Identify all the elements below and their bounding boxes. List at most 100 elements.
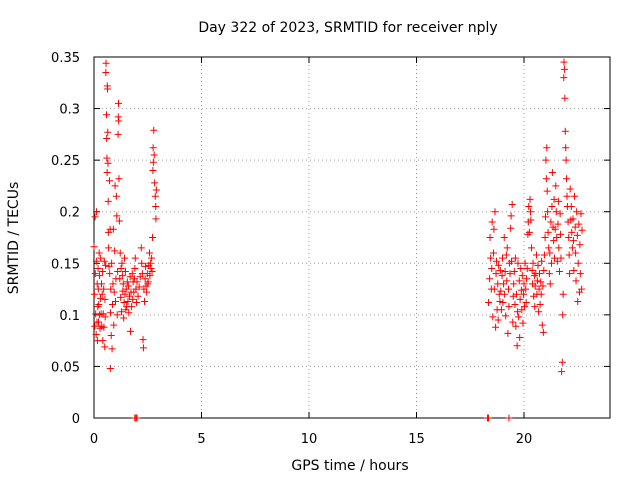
data-point-marker [490, 225, 498, 233]
data-point-marker [112, 297, 119, 305]
data-point-marker [540, 251, 548, 259]
data-point-marker [569, 215, 577, 223]
data-point-marker [491, 208, 499, 216]
data-point-marker [131, 254, 139, 262]
data-point-marker [96, 272, 104, 280]
data-point-marker [110, 321, 118, 329]
data-point-marker [545, 270, 553, 278]
data-point-marker [539, 282, 547, 290]
data-point-marker [535, 270, 543, 278]
data-point-marker [109, 225, 117, 233]
data-point-marker [107, 309, 115, 317]
data-point-marker [527, 216, 535, 224]
data-point-marker [104, 197, 112, 205]
data-point-marker [102, 68, 110, 76]
data-point-marker [90, 243, 98, 251]
data-point-marker [560, 74, 568, 82]
data-point-marker [540, 267, 548, 275]
data-point-marker [567, 203, 575, 211]
data-point-marker [518, 272, 526, 280]
data-point-marker [125, 309, 133, 317]
data-point-marker [108, 259, 116, 267]
data-point-marker [97, 254, 105, 262]
data-point-marker [551, 225, 559, 233]
data-point-marker [115, 117, 123, 125]
data-point-marker [526, 195, 534, 203]
data-point-marker [492, 323, 500, 331]
y-tick-label: 0 [72, 412, 80, 427]
data-point-marker [519, 319, 527, 327]
data-point-marker [529, 259, 537, 267]
data-point-marker [528, 244, 536, 252]
data-point-marker [117, 293, 125, 301]
data-point-marker [102, 59, 110, 67]
y-tick-label: 0.15 [51, 257, 80, 272]
data-point-marker [508, 200, 516, 208]
data-point-marker [104, 128, 112, 136]
data-point-marker [516, 334, 524, 342]
data-point-marker [124, 297, 132, 305]
data-point-marker [572, 277, 580, 285]
data-point-marker [148, 254, 156, 262]
data-point-marker [95, 301, 103, 309]
y-tick-label: 0.1 [59, 309, 80, 324]
data-point-marker [502, 312, 510, 320]
data-point-marker [520, 303, 528, 311]
data-point-marker [537, 290, 545, 298]
data-point-marker [152, 215, 160, 223]
data-point-marker [149, 166, 157, 174]
data-point-marker [100, 323, 108, 331]
data-point-marker [561, 127, 569, 135]
data-point-marker [121, 290, 129, 298]
data-point-marker [531, 282, 539, 290]
data-point-marker [525, 203, 533, 211]
data-point-marker [557, 254, 565, 262]
data-point-marker [503, 244, 511, 252]
data-point-marker [487, 254, 495, 262]
data-point-marker [512, 322, 520, 330]
data-point-marker [108, 345, 116, 353]
data-point-marker [542, 175, 550, 183]
data-point-marker [548, 169, 556, 177]
y-axis-label: SRMTID / TECUs [6, 182, 22, 295]
data-point-marker [119, 280, 127, 288]
data-point-marker [116, 249, 124, 257]
data-point-marker [542, 156, 550, 164]
data-point-marker [496, 267, 504, 275]
y-tick-label: 0.3 [59, 103, 80, 118]
data-point-marker [501, 268, 509, 276]
data-point-marker [555, 268, 563, 276]
data-point-marker [106, 364, 114, 372]
data-point-marker [488, 264, 496, 272]
data-point-marker [115, 175, 123, 183]
data-point-marker [548, 203, 556, 211]
data-point-marker [526, 208, 534, 216]
data-point-marker [525, 228, 533, 236]
data-point-marker [91, 213, 99, 221]
x-tick-label: 0 [90, 432, 98, 447]
data-point-marker [128, 303, 136, 311]
data-point-marker [104, 228, 112, 236]
data-point-marker [108, 301, 116, 309]
data-point-marker [546, 249, 554, 257]
data-point-marker [547, 218, 555, 226]
data-point-marker [135, 283, 143, 291]
data-point-marker [492, 257, 500, 265]
data-point-marker [517, 264, 525, 272]
data-point-marker [501, 290, 509, 298]
data-point-marker [133, 278, 141, 286]
data-point-marker [94, 264, 102, 272]
data-point-marker [536, 301, 544, 309]
data-point-marker [535, 285, 543, 293]
data-point-marker [511, 254, 519, 262]
data-point-marker [563, 175, 571, 183]
data-point-marker [110, 288, 118, 296]
data-point-marker [505, 303, 513, 311]
data-point-marker [507, 212, 515, 220]
chart-title: Day 322 of 2023, SRMTID for receiver npl… [198, 20, 497, 36]
data-point-marker [550, 195, 558, 203]
data-point-marker [497, 287, 505, 295]
data-point-marker [485, 414, 493, 422]
data-point-marker [520, 280, 528, 288]
data-point-marker [95, 318, 103, 326]
